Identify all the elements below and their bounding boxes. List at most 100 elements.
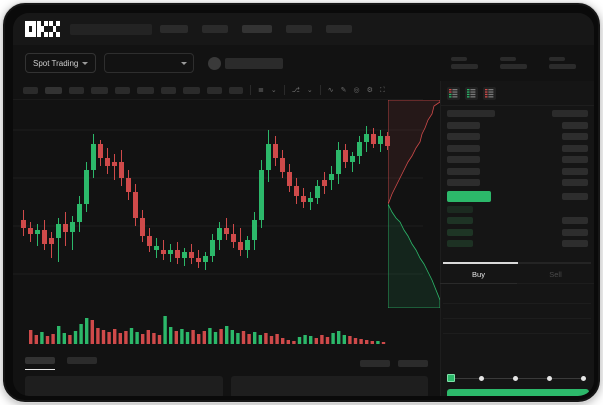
order-form-fields (443, 289, 591, 349)
market-depth-chart[interactable] (388, 100, 440, 308)
current-price-highlight (447, 190, 491, 202)
orders-action-2[interactable] (398, 359, 428, 367)
interval-icon[interactable]: ≣ (258, 86, 264, 94)
toolbar-button-4[interactable] (91, 86, 108, 94)
slider-step-100[interactable] (581, 375, 586, 381)
trading-mode-label: Spot Trading (33, 58, 79, 68)
pencil-icon[interactable]: ✎ (340, 86, 347, 94)
pair-selector[interactable] (104, 53, 195, 73)
interval-chevron-icon[interactable]: ⌄ (270, 86, 277, 94)
order-book-ask-row[interactable] (447, 179, 588, 186)
nav-item-trade[interactable] (202, 25, 228, 33)
ticker-stat-2 (500, 57, 527, 69)
toolbar-button-6[interactable] (137, 86, 154, 94)
primary-nav (160, 25, 352, 33)
toolbar-divider (283, 85, 285, 95)
fullscreen-icon[interactable]: ⛶ (379, 86, 385, 94)
top-navigation-bar (13, 13, 594, 45)
order-book-ask-row[interactable] (447, 144, 588, 152)
bid-price (447, 240, 473, 247)
okx-logo[interactable] (25, 21, 60, 37)
order-field-amount[interactable] (443, 304, 591, 319)
orderbook-asks-icon[interactable] (483, 87, 496, 100)
order-book-ratio-bar[interactable] (443, 262, 591, 264)
nav-item-earn[interactable] (286, 25, 312, 33)
bid-price (447, 217, 473, 224)
slider-track (450, 377, 586, 379)
toolbar-button-7[interactable] (161, 86, 176, 94)
nav-item-derivatives[interactable] (242, 25, 272, 33)
settings-icon[interactable]: ⚙ (366, 86, 373, 94)
candles-svg (13, 126, 423, 275)
ask-price (447, 144, 480, 152)
order-book-bid-row[interactable] (447, 217, 588, 224)
order-book-bid-row[interactable] (447, 205, 588, 213)
tab-open-orders[interactable] (25, 357, 55, 370)
amount-slider[interactable] (447, 373, 589, 383)
search-input[interactable] (70, 23, 152, 35)
ticker-stat-3 (549, 57, 576, 69)
orders-tabs (13, 353, 440, 373)
toolbar-button-10[interactable] (229, 86, 243, 94)
logo-glyph-o (25, 21, 36, 37)
indicator-icon[interactable]: ∿ (327, 86, 334, 94)
toolbar-button-8[interactable] (183, 86, 200, 94)
tab-sell[interactable]: Sell (517, 266, 594, 284)
chart-toolbar: ≣ ⌄ ⎇ ⌄ ∿ ✎ ◎ ⚙ ⛶ (13, 81, 423, 100)
toolbar-button-1[interactable] (23, 86, 38, 94)
nav-item-more[interactable] (326, 25, 352, 33)
volume-histogram[interactable] (13, 308, 440, 353)
ask-size (562, 156, 588, 163)
chart-type-chevron-icon[interactable]: ⌄ (306, 86, 313, 94)
slider-step-50[interactable] (513, 375, 518, 381)
submit-order-button[interactable] (447, 389, 589, 396)
tab-order-history-label (67, 357, 97, 364)
order-book-ask-row[interactable] (447, 133, 588, 140)
candlestick-chart[interactable] (13, 100, 423, 308)
orders-panel-right[interactable] (230, 376, 428, 396)
toolbar-button-9[interactable] (207, 86, 222, 94)
logo-glyph-x (49, 21, 60, 37)
bid-size (562, 217, 588, 224)
volume-svg (29, 316, 386, 344)
toolbar-button-3[interactable] (69, 86, 84, 94)
order-book-rows (441, 106, 594, 247)
order-book-header-row (447, 110, 588, 117)
slider-step-25[interactable] (479, 375, 484, 381)
alert-icon[interactable]: ◎ (353, 86, 360, 94)
orders-action-1[interactable] (360, 359, 390, 367)
ask-size (562, 133, 588, 140)
toolbar-button-5[interactable] (115, 86, 130, 94)
ticker-stat-value (451, 64, 478, 69)
order-field-total[interactable] (443, 319, 591, 334)
tab-buy[interactable]: Buy (440, 266, 517, 284)
orders-panel-left[interactable] (25, 376, 223, 396)
app-screen: Spot Trading (13, 13, 594, 396)
orderbook-both-icon[interactable] (447, 87, 460, 100)
order-book-bid-row[interactable] (447, 228, 588, 236)
bid-price (447, 228, 473, 236)
toolbar-divider (319, 85, 321, 95)
order-field-available[interactable] (443, 334, 591, 349)
tab-order-history[interactable] (67, 357, 97, 369)
slider-step-75[interactable] (547, 375, 552, 381)
device-frame: Spot Trading (3, 3, 600, 402)
order-field-price[interactable] (443, 289, 591, 304)
chevron-down-icon (82, 61, 89, 65)
ask-price (447, 179, 480, 186)
order-book-ask-row[interactable] (447, 156, 588, 163)
ask-size (562, 144, 588, 152)
order-book-ask-row[interactable] (447, 167, 588, 175)
trading-mode-selector[interactable]: Spot Trading (25, 53, 97, 73)
slider-handle[interactable] (447, 374, 455, 382)
order-book-bid-row[interactable] (447, 240, 588, 247)
chart-type-icon[interactable]: ⎇ (291, 86, 300, 94)
toolbar-button-2[interactable] (45, 86, 62, 94)
ticker-stat-1 (451, 57, 478, 69)
ask-price (447, 121, 480, 129)
order-book-ask-row[interactable] (447, 121, 588, 129)
nav-item-markets[interactable] (160, 25, 188, 33)
orderbook-bids-icon[interactable] (465, 87, 478, 100)
order-book-current-price-row[interactable] (447, 190, 588, 202)
ticker-stats (451, 57, 582, 69)
